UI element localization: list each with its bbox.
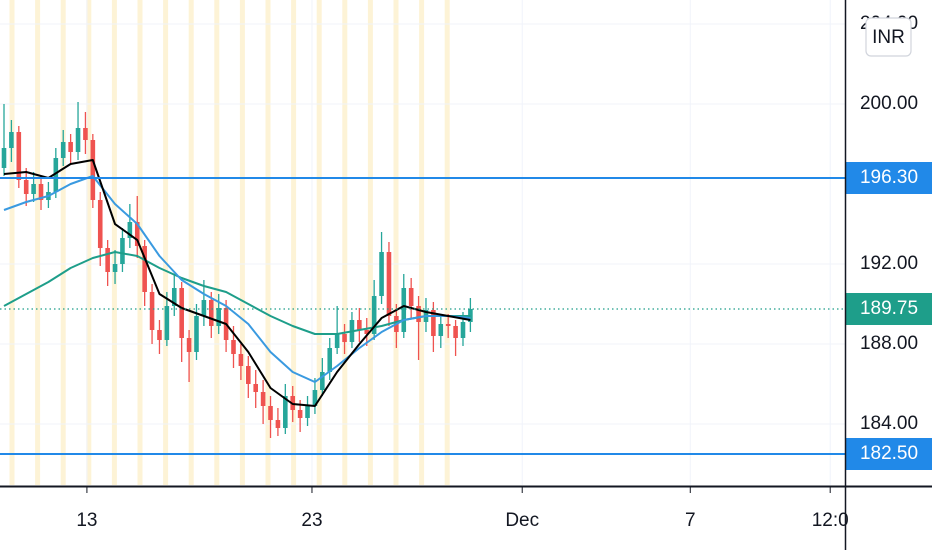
candle-body <box>38 184 44 200</box>
candle-body <box>305 406 310 418</box>
candle-body <box>327 348 333 372</box>
candle-body <box>164 306 170 340</box>
candle-body <box>75 128 81 152</box>
candle-body <box>246 366 251 384</box>
candle-body <box>23 180 29 194</box>
candle-body <box>320 372 325 390</box>
candle-body <box>408 288 414 306</box>
candle-body <box>90 140 96 200</box>
candle-body <box>83 128 88 140</box>
candle-body <box>438 324 444 336</box>
candle-body <box>364 330 370 334</box>
candle-body <box>260 392 266 406</box>
candle-body <box>105 248 110 272</box>
candle-body <box>68 142 73 152</box>
candle-body <box>134 222 140 246</box>
candle-body <box>231 340 236 354</box>
last-price-label: 189.75 <box>860 298 918 319</box>
candle-body <box>157 330 162 340</box>
x-tick-label: Dec <box>505 510 539 531</box>
level-tag <box>846 438 932 470</box>
x-tick-label: 23 <box>301 510 322 531</box>
candle-body <box>460 322 466 338</box>
candle-body <box>201 300 207 316</box>
candle-body <box>127 222 133 238</box>
candle-body <box>186 338 192 352</box>
x-tick-label: 13 <box>76 510 97 531</box>
candle-body <box>216 308 221 326</box>
y-tick-label: 184.00 <box>860 413 918 434</box>
candle-body <box>297 410 303 418</box>
candle-body <box>142 246 147 292</box>
candle-body <box>416 306 421 322</box>
candle-body <box>53 158 59 192</box>
moving-average <box>3 251 471 335</box>
candle-body <box>60 142 66 158</box>
candle-body <box>283 396 288 428</box>
level-label: 196.30 <box>860 167 918 188</box>
y-tick-label: 188.00 <box>860 333 918 354</box>
y-tick-label: 192.00 <box>860 253 918 274</box>
candle-body <box>371 296 377 334</box>
candle-body <box>149 292 155 330</box>
candle-body <box>31 184 36 194</box>
moving-average <box>3 159 471 407</box>
candle-body <box>275 420 281 428</box>
x-tick-label: 12:0 <box>812 510 849 531</box>
x-tick-label: 7 <box>685 510 696 531</box>
level-tag <box>846 162 932 194</box>
candle-body <box>253 384 259 392</box>
candle-body <box>16 132 22 180</box>
candle-body <box>342 334 347 342</box>
candle-body <box>9 132 14 148</box>
currency-label: INR <box>872 27 905 48</box>
candle-body <box>179 288 184 338</box>
last-price-tag <box>846 293 932 325</box>
candle-body <box>431 310 436 336</box>
candle-body <box>386 252 392 316</box>
candle-body <box>112 264 118 272</box>
candle-body <box>194 316 199 352</box>
candle-body <box>312 390 318 406</box>
currency-badge <box>865 17 912 57</box>
candle-body <box>1 148 7 168</box>
background-layer <box>0 0 845 485</box>
candle-body <box>238 354 244 366</box>
candle-body <box>97 200 103 248</box>
candle-body <box>453 326 458 338</box>
y-tick-label: 200.00 <box>860 93 918 114</box>
level-label: 182.50 <box>860 443 918 464</box>
candle-body <box>379 252 384 296</box>
plot-layer <box>0 102 845 455</box>
candle-body <box>171 288 177 306</box>
candle-body <box>268 406 273 420</box>
candle-body <box>357 320 362 330</box>
candle-body <box>401 288 407 332</box>
candle-body <box>445 324 451 326</box>
candle-body <box>208 300 214 326</box>
candle-body <box>334 334 340 348</box>
moving-average <box>3 175 471 383</box>
candle-body <box>120 238 125 264</box>
